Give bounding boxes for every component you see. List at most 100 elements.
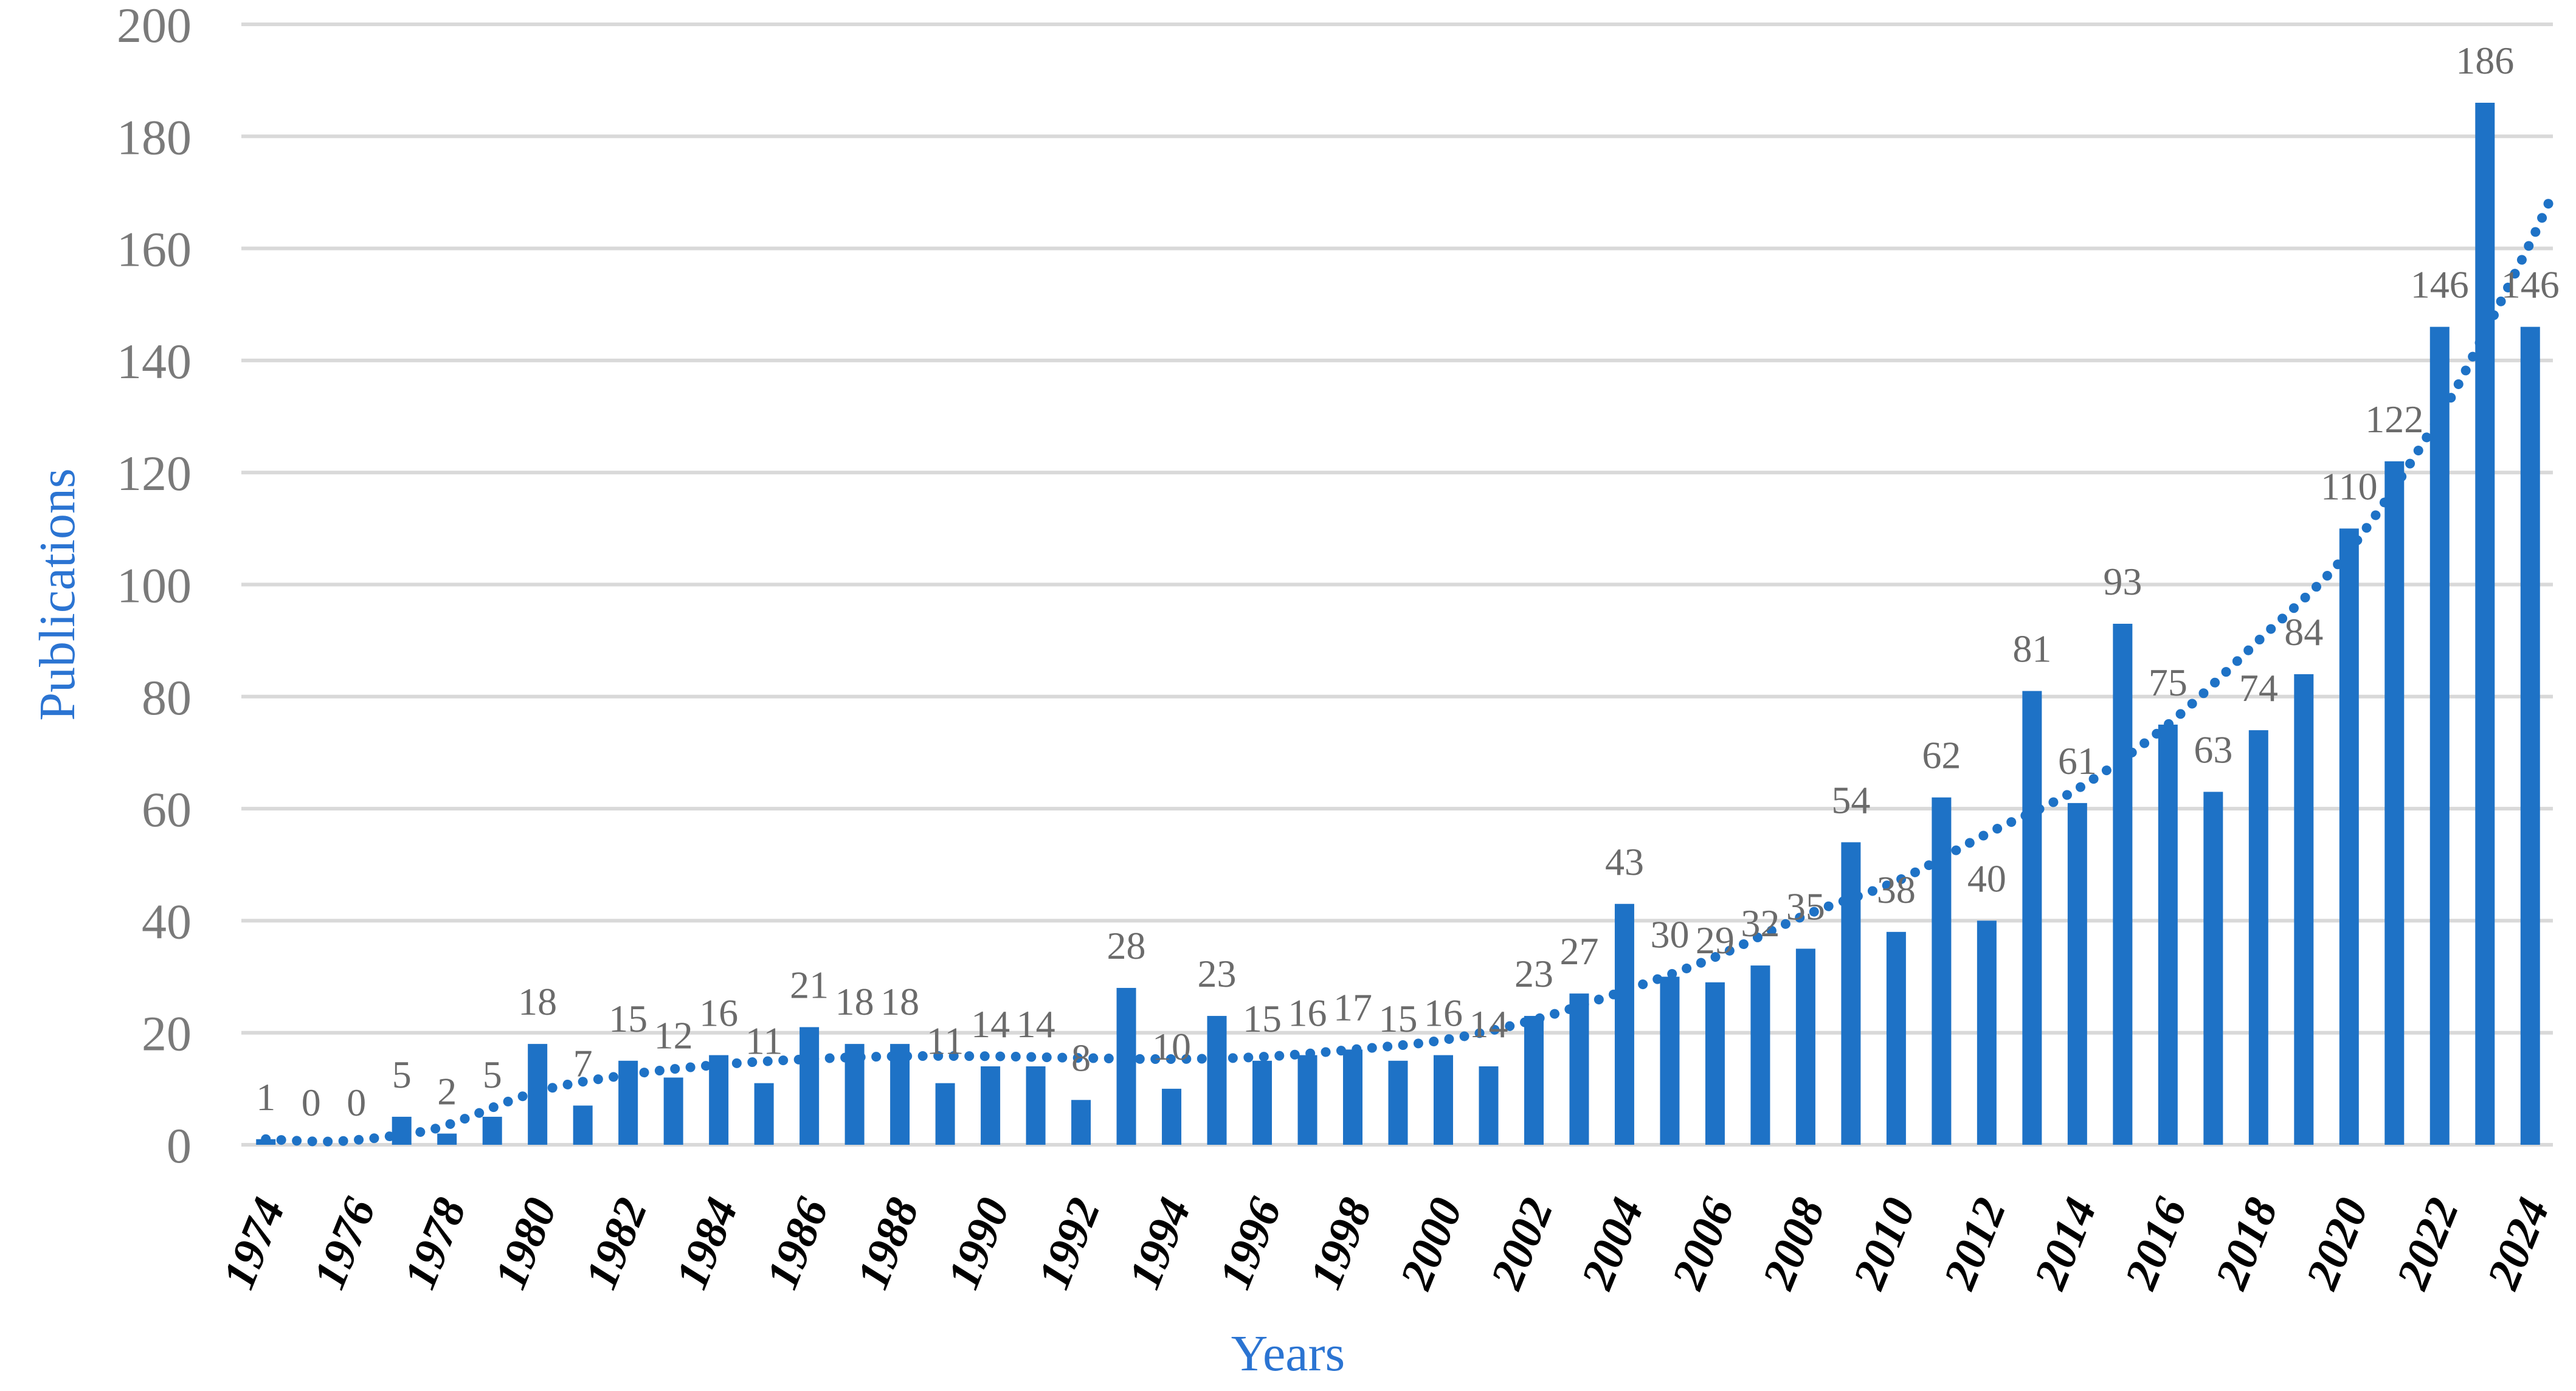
bar-2002 xyxy=(1524,1016,1544,1145)
bar-1998 xyxy=(1343,1049,1363,1145)
y-tick-label: 200 xyxy=(117,0,192,53)
bar-value-label: 146 xyxy=(2411,263,2469,306)
bar-value-label: 1 xyxy=(256,1075,275,1119)
y-tick-label: 0 xyxy=(167,1118,192,1173)
gridlines xyxy=(241,22,2553,1147)
bar-value-label: 0 xyxy=(347,1081,366,1124)
x-tick-label: 1996 xyxy=(1209,1191,1291,1296)
bar-value-label: 29 xyxy=(1696,919,1735,962)
bar-value-label: 8 xyxy=(1071,1036,1091,1079)
bar-1985 xyxy=(754,1083,774,1145)
x-tick-label: 2008 xyxy=(1752,1191,1834,1296)
x-tick-label: 2004 xyxy=(1572,1191,1654,1296)
bar-2024 xyxy=(2520,326,2540,1145)
x-tick-label: 1992 xyxy=(1028,1191,1110,1296)
bar-1979 xyxy=(482,1116,502,1145)
bar-2019 xyxy=(2294,674,2314,1145)
y-tick-label: 140 xyxy=(117,334,192,389)
bar-value-label: 5 xyxy=(392,1053,412,1096)
bar-2023 xyxy=(2475,103,2495,1145)
bar-2006 xyxy=(1705,982,1725,1145)
bar-value-label: 15 xyxy=(609,997,647,1040)
bar-value-label: 30 xyxy=(1650,913,1689,956)
bar-1989 xyxy=(935,1083,955,1145)
y-tick-label: 40 xyxy=(142,894,192,949)
y-tick-label: 180 xyxy=(117,109,192,165)
bar-1999 xyxy=(1388,1060,1408,1145)
bar-2017 xyxy=(2203,792,2223,1145)
bar-value-label: 81 xyxy=(2012,627,2051,671)
bar-value-label: 122 xyxy=(2365,398,2423,441)
bar-2009 xyxy=(1841,842,1861,1145)
bar-value-label: 15 xyxy=(1379,997,1418,1040)
x-tick-label: 1998 xyxy=(1300,1191,1382,1296)
bar-2018 xyxy=(2248,730,2268,1145)
y-axis-labels: 0 20 40 60 80 100 120 140 160 180 200 xyxy=(117,0,192,1173)
bar-value-label: 15 xyxy=(1243,997,1282,1040)
bar-value-label: 35 xyxy=(1786,885,1825,928)
bar-value-label: 74 xyxy=(2239,666,2278,709)
y-tick-label: 60 xyxy=(142,782,192,837)
bar-2000 xyxy=(1433,1055,1453,1145)
bar-2021 xyxy=(2384,461,2405,1145)
bar-value-label: 40 xyxy=(1967,857,2006,900)
bar-value-label: 18 xyxy=(518,980,557,1023)
bar-value-label: 10 xyxy=(1152,1025,1191,1068)
x-tick-label: 2022 xyxy=(2386,1191,2468,1296)
bar-1996 xyxy=(1252,1060,1272,1145)
bar-value-label: 14 xyxy=(1469,1003,1508,1046)
bar-1984 xyxy=(709,1055,729,1145)
bar-value-label: 11 xyxy=(745,1020,783,1063)
bar-2022 xyxy=(2429,326,2450,1145)
bar-value-label: 14 xyxy=(1017,1003,1055,1046)
bar-1986 xyxy=(799,1027,820,1145)
x-tick-label: 2018 xyxy=(2205,1191,2287,1296)
bar-value-label: 0 xyxy=(302,1081,321,1124)
x-tick-label: 1976 xyxy=(303,1191,385,1296)
x-axis-labels: 1974 1976 1978 1980 1982 1984 1986 1988 1990 1992… xyxy=(213,1191,2559,1296)
y-tick-label: 80 xyxy=(142,670,192,725)
x-tick-label: 2006 xyxy=(1662,1191,1744,1296)
bar-value-label: 23 xyxy=(1514,952,1553,995)
bar-2003 xyxy=(1569,993,1589,1145)
bar-2001 xyxy=(1479,1066,1499,1145)
bar-1981 xyxy=(573,1105,593,1145)
x-tick-label: 1984 xyxy=(666,1191,748,1296)
bar-value-label: 63 xyxy=(2194,728,2232,771)
bar-value-label: 11 xyxy=(927,1020,964,1063)
bar-value-label: 5 xyxy=(483,1053,502,1096)
bar-value-label: 84 xyxy=(2284,610,2323,654)
bar-2011 xyxy=(1932,797,1952,1145)
bar-2016 xyxy=(2158,724,2178,1145)
x-tick-label: 1982 xyxy=(575,1191,657,1296)
bar-2014 xyxy=(2067,802,2087,1145)
bar-value-label: 43 xyxy=(1605,840,1644,883)
x-tick-label: 1994 xyxy=(1119,1191,1201,1296)
bar-value-label: 110 xyxy=(2321,464,2378,508)
bar-value-label: 14 xyxy=(971,1003,1010,1046)
bar-value-label: 16 xyxy=(699,992,738,1035)
bar-value-label: 21 xyxy=(790,963,829,1006)
bar-1994 xyxy=(1162,1088,1182,1145)
y-tick-label: 160 xyxy=(117,222,192,277)
bar-value-label: 18 xyxy=(835,980,874,1023)
bar-1992 xyxy=(1071,1100,1091,1145)
y-tick-label: 20 xyxy=(142,1006,192,1061)
x-tick-label: 2016 xyxy=(2115,1191,2197,1296)
bar-2010 xyxy=(1886,931,1906,1145)
bar-value-label: 23 xyxy=(1198,952,1237,995)
trendline-dotted xyxy=(261,198,2554,1147)
bar-2004 xyxy=(1614,903,1634,1145)
x-tick-label: 1986 xyxy=(756,1191,838,1296)
bar-value-label: 16 xyxy=(1288,992,1327,1035)
bar-value-label: 16 xyxy=(1424,992,1463,1035)
bar-value-label: 28 xyxy=(1107,924,1146,967)
bar-2020 xyxy=(2339,528,2359,1145)
bar-1991 xyxy=(1026,1066,1046,1145)
x-tick-label: 2014 xyxy=(2024,1191,2106,1296)
bar-1990 xyxy=(981,1066,1001,1145)
x-tick-label: 1974 xyxy=(213,1191,295,1296)
